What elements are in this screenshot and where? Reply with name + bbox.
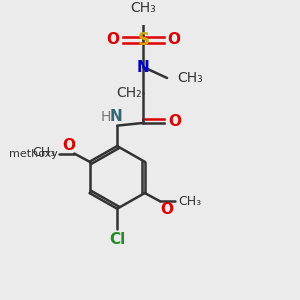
Text: S: S [137, 31, 149, 49]
Text: O: O [160, 202, 173, 217]
Text: CH₃: CH₃ [33, 146, 56, 159]
Text: Cl: Cl [109, 232, 125, 247]
Text: O: O [168, 32, 181, 47]
Text: O: O [168, 114, 181, 129]
Text: CH₂: CH₂ [116, 86, 142, 100]
Text: CH₃: CH₃ [130, 1, 156, 15]
Text: N: N [137, 60, 150, 75]
Text: N: N [110, 109, 122, 124]
Text: CH₃: CH₃ [178, 195, 202, 208]
Text: H: H [100, 110, 111, 124]
Text: O: O [62, 138, 75, 153]
Text: O: O [106, 32, 119, 47]
Text: CH₃: CH₃ [178, 71, 203, 85]
Text: methoxy: methoxy [9, 148, 58, 159]
